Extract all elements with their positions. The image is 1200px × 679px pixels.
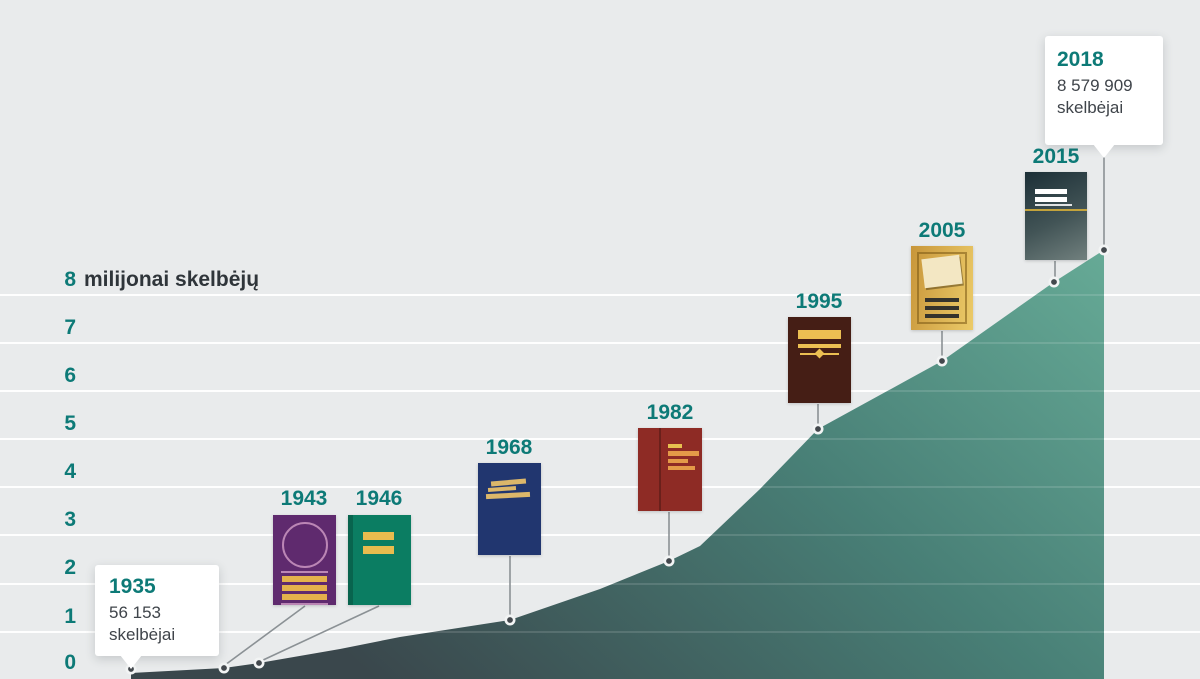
axis-tick-3: 3 bbox=[64, 508, 76, 531]
axis-tick-6: 6 bbox=[64, 364, 76, 387]
axis-tick-5: 5 bbox=[64, 412, 76, 435]
gridline-overlay bbox=[0, 534, 1200, 536]
callout-pointer bbox=[120, 655, 142, 670]
year-label-1995: 1995 bbox=[795, 290, 843, 313]
diamond-ornament bbox=[814, 348, 825, 359]
axis-tick-0: 0 bbox=[64, 651, 76, 674]
axis-tick-7: 7 bbox=[64, 316, 76, 339]
gridline bbox=[0, 294, 1200, 296]
dot-2005 bbox=[936, 355, 948, 367]
text-bar bbox=[1035, 189, 1067, 194]
text-bar bbox=[282, 594, 327, 600]
circle-ornament bbox=[282, 522, 328, 568]
text-bar bbox=[282, 585, 327, 591]
text-bar bbox=[363, 532, 394, 540]
axis-tick-4: 4 bbox=[64, 460, 76, 483]
book-cover-1982-icon bbox=[638, 428, 702, 511]
fold-line bbox=[659, 428, 661, 511]
gold-line bbox=[1025, 209, 1087, 211]
gridline-overlay bbox=[0, 486, 1200, 488]
text-bar bbox=[668, 451, 699, 456]
growth-area bbox=[131, 250, 1104, 679]
axis-tick-8: 8 bbox=[64, 268, 76, 291]
callout-2018-unit: skelbėjai bbox=[1057, 98, 1124, 118]
gridline bbox=[0, 342, 1200, 344]
dot-1995 bbox=[812, 423, 824, 435]
callout-1935-value: 56 153 bbox=[109, 603, 161, 622]
gridline-overlay bbox=[0, 583, 1200, 585]
callout-2018: 2018 8 579 909 skelbėjai bbox=[1045, 36, 1163, 158]
gridline bbox=[0, 583, 1200, 585]
text-bar bbox=[668, 459, 688, 463]
year-label-2005: 2005 bbox=[918, 219, 966, 242]
gridline-overlay bbox=[0, 390, 1200, 392]
year-label-1968: 1968 bbox=[485, 436, 533, 459]
rule-line bbox=[1035, 204, 1072, 206]
connector-lines bbox=[130, 150, 1105, 666]
book-cover-1943-icon bbox=[273, 515, 336, 605]
spine bbox=[348, 515, 353, 605]
frame-border bbox=[917, 252, 967, 324]
year-label-1943: 1943 bbox=[280, 487, 328, 510]
rule-line bbox=[281, 571, 328, 573]
dot-1982 bbox=[663, 555, 675, 567]
gridline-overlay bbox=[0, 631, 1200, 633]
text-bar bbox=[363, 546, 394, 554]
callout-1935: 1935 56 153 skelbėjai bbox=[95, 565, 219, 670]
text-bar bbox=[668, 444, 682, 448]
dot-2015 bbox=[1048, 276, 1060, 288]
gridline bbox=[0, 438, 1200, 440]
slanted-bar bbox=[485, 491, 531, 500]
text-bar bbox=[925, 298, 959, 302]
text-bar bbox=[925, 314, 959, 318]
year-label-1982: 1982 bbox=[646, 401, 694, 424]
callout-1935-year: 1935 bbox=[109, 575, 156, 598]
slanted-bar bbox=[490, 478, 527, 487]
year-label-1946: 1946 bbox=[355, 487, 403, 510]
text-bar bbox=[925, 306, 959, 310]
callout-2018-year: 2018 bbox=[1057, 48, 1104, 71]
book-cover-2005-icon bbox=[911, 246, 973, 330]
gridline-overlay bbox=[0, 438, 1200, 440]
gridline bbox=[0, 390, 1200, 392]
axis-tick-2: 2 bbox=[64, 556, 76, 579]
dot-1946 bbox=[253, 657, 265, 669]
gridline-overlay bbox=[0, 342, 1200, 344]
title-bar bbox=[798, 330, 841, 339]
book-cover-1968-icon bbox=[478, 463, 541, 555]
text-bar bbox=[282, 576, 327, 582]
book-cover-1946-icon bbox=[348, 515, 411, 605]
callout-pointer bbox=[1093, 144, 1115, 158]
text-bar bbox=[668, 466, 695, 470]
gridline-overlay bbox=[0, 294, 1200, 296]
text-bar bbox=[798, 344, 841, 348]
callout-2018-value: 8 579 909 bbox=[1057, 76, 1133, 95]
dot-2018 bbox=[1098, 244, 1110, 256]
axis-tick-1: 1 bbox=[64, 605, 76, 628]
dot-1968 bbox=[504, 614, 516, 626]
picture-plate bbox=[921, 254, 963, 289]
gridline bbox=[0, 534, 1200, 536]
milestone-dots bbox=[125, 244, 1110, 675]
text-bar bbox=[1035, 197, 1067, 202]
book-cover-1995-icon bbox=[788, 317, 851, 403]
dot-1943 bbox=[218, 662, 230, 674]
callout-1935-unit: skelbėjai bbox=[109, 625, 176, 645]
axis-unit-label: milijonai skelbėjų bbox=[84, 268, 260, 291]
gridline bbox=[0, 486, 1200, 488]
year-label-2015: 2015 bbox=[1032, 145, 1080, 168]
slanted-bar bbox=[487, 486, 517, 492]
book-cover-2015-icon bbox=[1025, 172, 1087, 260]
rule-line bbox=[281, 603, 328, 605]
